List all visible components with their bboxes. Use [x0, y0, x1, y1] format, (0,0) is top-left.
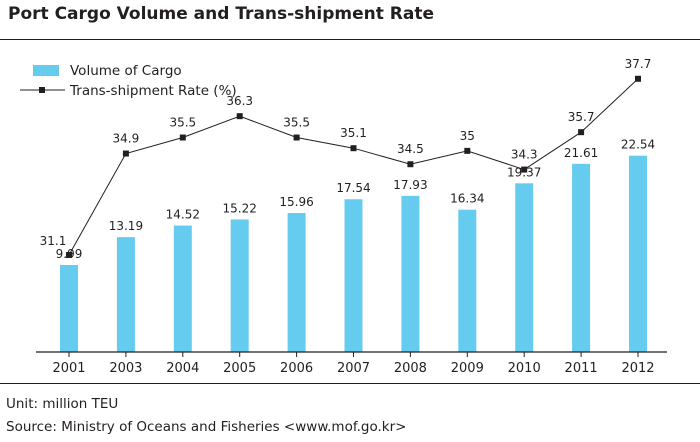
title-divider [0, 39, 700, 40]
legend-label-rate: Trans-shipment Rate (%) [69, 83, 237, 99]
x-tick-label-2007: 2007 [337, 361, 370, 376]
x-tick-label-2001: 2001 [52, 361, 85, 376]
bar-2001 [60, 265, 78, 352]
rate-point-2003 [122, 150, 129, 157]
bar-2010 [515, 183, 534, 352]
x-tick-label-2003: 2003 [109, 361, 142, 376]
bar-label-2005: 15.22 [223, 201, 257, 215]
bar-label-2011: 21.61 [564, 146, 598, 160]
chart-title: Port Cargo Volume and Trans-shipment Rat… [8, 4, 435, 24]
bar-2007 [344, 199, 363, 352]
legend-label-volume: Volume of Cargo [70, 63, 182, 79]
rate-point-2006 [293, 134, 300, 141]
rate-label-2004: 35.5 [169, 116, 196, 130]
bar-2011 [572, 163, 591, 352]
bar-label-2009: 16.34 [450, 192, 484, 206]
x-tick-label-2008: 2008 [394, 361, 427, 376]
rate-label-2003: 34.9 [113, 132, 140, 146]
source-note: Source: Ministry of Oceans and Fisheries… [6, 419, 407, 435]
bar-label-2007: 17.54 [336, 181, 370, 195]
rate-label-2005: 36.3 [226, 94, 253, 108]
rate-point-2011 [578, 129, 585, 136]
rate-point-2007 [350, 145, 357, 152]
rate-label-2006: 35.5 [283, 116, 310, 130]
bar-2005 [230, 219, 249, 352]
rate-label-2011: 35.7 [568, 110, 595, 124]
bar-2012 [629, 155, 647, 352]
bar-2009 [458, 209, 477, 352]
combo-chart: Volume of Cargo Trans-shipment Rate (%) … [20, 57, 667, 376]
bar-value-labels: 9.9913.1914.5215.2215.9617.5417.9316.341… [56, 138, 656, 261]
x-tick-label-2004: 2004 [166, 361, 199, 376]
bars-volume [60, 155, 647, 352]
bar-label-2012: 22.54 [621, 138, 655, 152]
rate-point-2012 [635, 75, 641, 82]
x-tick-label-2011: 2011 [565, 361, 598, 376]
legend-swatch-volume [33, 65, 59, 76]
rate-label-2001: 31.1 [40, 234, 67, 248]
x-axis: 2001 2003 2004 2005 2006 2007 2008 2009 2010 2011… [36, 351, 667, 376]
legend-marker-rate [39, 87, 45, 93]
bar-2006 [287, 213, 306, 352]
rate-label-2007: 35.1 [340, 126, 367, 140]
x-tick-label-2010: 2010 [508, 361, 541, 376]
rate-point-2001 [66, 252, 72, 258]
x-tick-label-2005: 2005 [223, 361, 256, 376]
bar-label-2003: 13.19 [109, 219, 143, 233]
rate-point-2009 [464, 147, 471, 154]
rate-point-2005 [236, 113, 243, 120]
footer-divider [0, 383, 700, 384]
bar-label-2008: 17.93 [393, 178, 427, 192]
x-tick-label-2006: 2006 [280, 361, 313, 376]
legend: Volume of Cargo Trans-shipment Rate (%) [20, 63, 237, 99]
rate-label-2012: 37.7 [625, 57, 652, 71]
rate-label-2008: 34.5 [397, 142, 424, 156]
bar-2004 [173, 225, 192, 352]
bar-label-2004: 14.52 [166, 208, 200, 222]
line-trans-shipment: 31.1 34.9 35.5 36.3 35.5 35.1 34.5 35 34.3 35.7 37… [40, 57, 652, 258]
rate-point-2004 [179, 134, 186, 141]
rate-point-2010 [521, 166, 528, 173]
x-tick-label-2009: 2009 [451, 361, 484, 376]
rate-label-2009: 35 [460, 129, 475, 143]
unit-note: Unit: million TEU [6, 396, 119, 412]
rate-label-2010: 34.3 [511, 148, 538, 162]
bar-2003 [116, 237, 135, 352]
rate-point-2008 [407, 161, 414, 168]
x-tick-label-2012: 2012 [621, 361, 654, 376]
bar-2008 [401, 195, 420, 352]
bar-label-2006: 15.96 [279, 195, 313, 209]
